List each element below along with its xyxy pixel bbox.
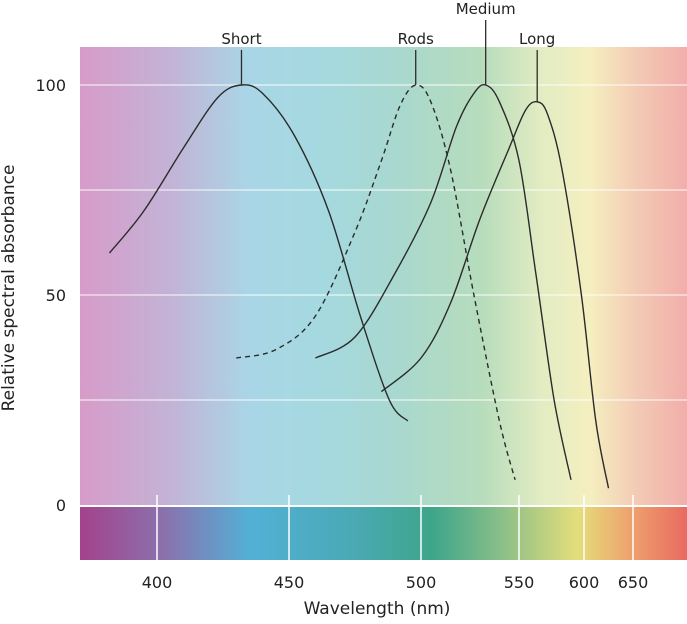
curve-rods: [236, 84, 516, 480]
x-tick-450: 450: [274, 573, 305, 592]
y-tick-0: 0: [56, 496, 66, 515]
curve-short: [108, 84, 409, 422]
curve-long: [380, 100, 610, 489]
x-tick-labels: 400 450 500 550 600 650: [142, 573, 649, 592]
y-axis-title: Relative spectral absorbance: [0, 165, 19, 412]
curve-medium: [315, 83, 572, 480]
peak-label-long: Long: [519, 30, 555, 48]
y-tick-labels: 0 50 100: [35, 76, 66, 515]
x-tick-550: 550: [504, 573, 535, 592]
x-tick-500: 500: [406, 573, 437, 592]
x-tick-650: 650: [618, 573, 649, 592]
spectrum-bar: [80, 507, 687, 560]
y-tick-50: 50: [46, 286, 66, 305]
peak-label-short: Short: [221, 30, 261, 48]
peak-label-medium: Medium: [456, 0, 516, 18]
horizontal-gridlines: [80, 84, 687, 401]
y-tick-100: 100: [35, 76, 66, 95]
peak-label-rods: Rods: [398, 30, 434, 48]
x-axis-title: Wavelength (nm): [304, 599, 451, 619]
x-tick-600: 600: [569, 573, 600, 592]
spectrum-tick-lines: [156, 495, 634, 560]
plot-background: [80, 47, 687, 505]
x-tick-400: 400: [142, 573, 173, 592]
absorbance-curves: [108, 83, 610, 489]
